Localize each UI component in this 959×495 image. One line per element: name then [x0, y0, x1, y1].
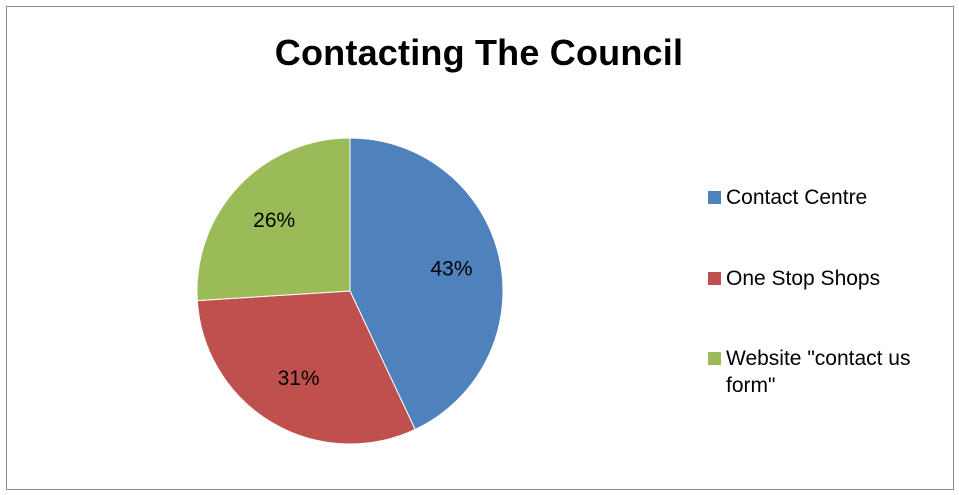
- data-label-contact-centre: 43%: [430, 257, 472, 280]
- pie-slice-one-stop-shops: [196, 290, 416, 445]
- legend-swatch-website-form: [708, 352, 721, 365]
- legend-swatch-one-stop-shops: [708, 272, 721, 285]
- legend-item-contact-centre: Contact Centre: [708, 184, 951, 211]
- pie-slice-contact-centre: [349, 137, 504, 431]
- pie-slice-website-form: [196, 137, 351, 302]
- chart-title: Contacting The Council: [274, 32, 684, 73]
- legend-label-website-form: Website "contact us form": [726, 347, 911, 397]
- data-label-one-stop-shops: 31%: [278, 367, 320, 390]
- legend-item-website-form: Website "contact us form": [708, 345, 951, 399]
- legend-item-one-stop-shops: One Stop Shops: [708, 265, 951, 292]
- legend-label-contact-centre: Contact Centre: [726, 186, 868, 209]
- legend-label-one-stop-shops: One Stop Shops: [726, 267, 881, 290]
- data-label-website-form: 26%: [253, 209, 295, 232]
- legend-swatch-contact-centre: [708, 191, 721, 204]
